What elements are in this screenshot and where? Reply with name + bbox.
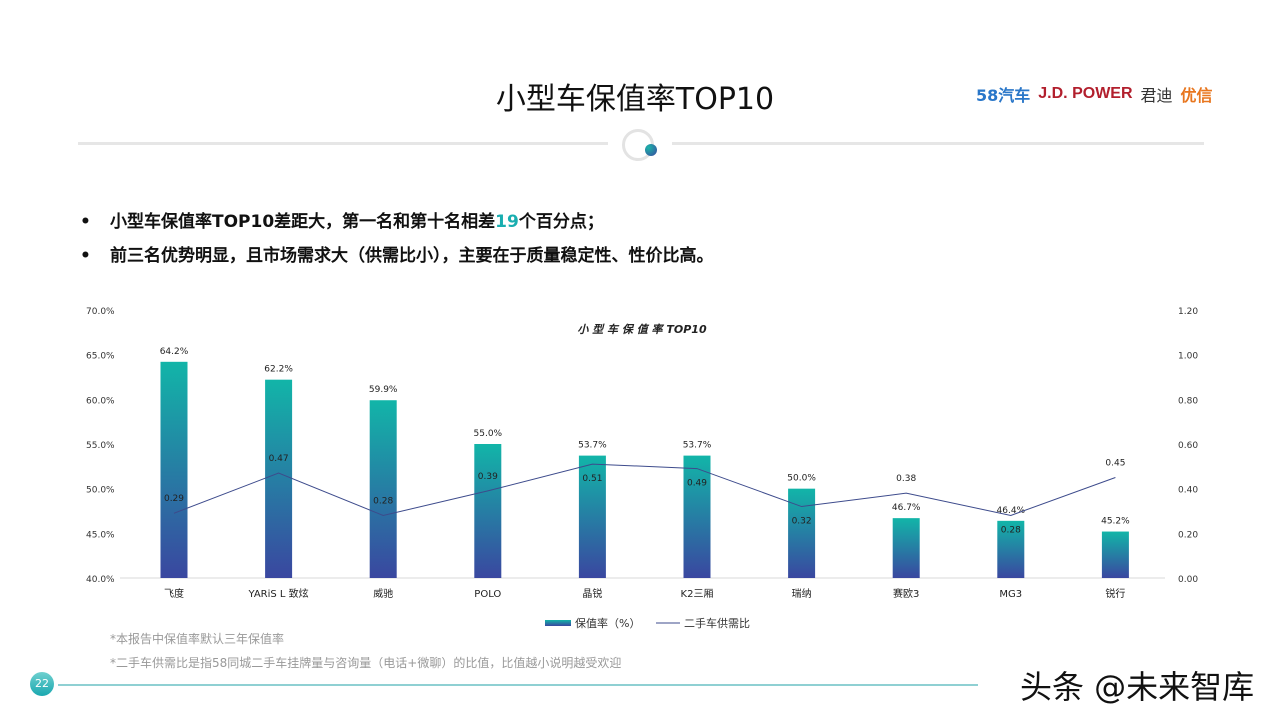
right-axis-tick: 1.00 <box>1178 352 1198 362</box>
logo-58: 58汽车 <box>976 86 1031 105</box>
category-label: 晶锐 <box>582 587 602 600</box>
line-label: 0.28 <box>1001 525 1021 535</box>
divider-right <box>672 142 1204 145</box>
right-axis-tick: 0.20 <box>1178 530 1198 540</box>
bar-label: 46.7% <box>892 503 921 513</box>
bullet-1: • 小型车保值率TOP10差距大，第一名和第十名相差19个百分点； <box>80 212 604 232</box>
bar-5 <box>683 455 711 578</box>
category-label: POLO <box>474 589 501 600</box>
page-title: 小型车保值率TOP10 <box>495 82 775 117</box>
left-axis-tick: 40.0% <box>86 575 115 585</box>
line-label: 0.49 <box>687 479 707 489</box>
bar-0 <box>160 361 188 578</box>
logo-jdpower: J.D. POWER <box>1038 85 1133 102</box>
category-label: 赛欧3 <box>893 587 919 600</box>
bar-label: 62.2% <box>264 365 293 375</box>
left-axis-tick: 60.0% <box>86 396 115 406</box>
dot-ornament-icon <box>645 144 657 156</box>
watermark: 头条 @未来智库 <box>1020 668 1255 706</box>
line-label: 0.39 <box>478 472 498 482</box>
logo-jundi: 君迪 <box>1140 86 1173 105</box>
left-axis-tick: 45.0% <box>86 530 115 540</box>
bullet-2: • 前三名优势明显，且市场需求大（供需比小），主要在于质量稳定性、性价比高。 <box>80 246 714 266</box>
bar-label: 46.4% <box>997 506 1026 516</box>
page-number: 22 <box>30 672 54 696</box>
category-label: 威驰 <box>373 587 393 600</box>
bar-7 <box>892 518 920 578</box>
legend-line-label: 二手车供需比 <box>684 616 750 630</box>
right-axis-tick: 0.00 <box>1178 575 1198 585</box>
bar-1 <box>265 379 293 578</box>
category-label: 飞度 <box>164 587 184 600</box>
supply-demand-line <box>173 463 1116 516</box>
bar-label: 55.0% <box>474 429 503 439</box>
bar-4 <box>578 455 606 578</box>
left-axis-tick: 70.0% <box>86 307 115 317</box>
category-label: K2三厢 <box>681 588 714 600</box>
line-label: 0.47 <box>269 454 289 464</box>
bar-9 <box>1101 531 1129 578</box>
bar-label: 64.2% <box>160 347 189 357</box>
right-axis-tick: 0.60 <box>1178 441 1198 451</box>
line-label: 0.51 <box>582 474 602 484</box>
line-label: 0.45 <box>1105 459 1125 469</box>
chart-title: 小 型 车 保 值 率 TOP10 <box>577 323 707 336</box>
right-axis-tick: 0.80 <box>1178 396 1198 406</box>
category-label: YARiS L 致炫 <box>248 587 309 600</box>
right-axis-tick: 1.20 <box>1178 307 1198 317</box>
line-label: 0.38 <box>896 474 916 484</box>
line-label: 0.29 <box>164 494 184 504</box>
left-axis-tick: 55.0% <box>86 441 115 451</box>
divider-left <box>78 142 608 145</box>
left-axis-tick: 65.0% <box>86 352 115 362</box>
category-label: MG3 <box>999 589 1022 600</box>
bar-label: 53.7% <box>578 441 607 451</box>
left-axis-tick: 50.0% <box>86 486 115 496</box>
right-axis-tick: 0.40 <box>1178 486 1198 496</box>
line-label: 0.28 <box>373 496 393 506</box>
category-label: 瑞纳 <box>792 587 812 600</box>
line-label: 0.32 <box>792 517 812 527</box>
bar-label: 53.7% <box>683 441 712 451</box>
partner-logos: 58汽车 J.D. POWER 君迪 优信 <box>976 82 1213 106</box>
note-2: *二手车供需比是指58同城二手车挂牌量与咨询量（电话+微聊）的比值，比值越小说明… <box>110 656 622 670</box>
legend-bar-label: 保值率（%） <box>575 616 640 630</box>
logo-youxin: 优信 <box>1180 86 1213 105</box>
note-1: *本报告中保值率默认三年保值率 <box>110 632 285 646</box>
legend-bar-swatch <box>545 620 571 626</box>
footer-line <box>58 684 978 686</box>
bar-label: 50.0% <box>787 474 816 484</box>
bar-label: 59.9% <box>369 385 398 395</box>
bar-3 <box>474 444 502 578</box>
bar-2 <box>369 400 397 578</box>
bar-label: 45.2% <box>1101 517 1130 527</box>
category-label: 锐行 <box>1105 587 1125 600</box>
bar-6 <box>788 488 816 578</box>
bar-8 <box>997 520 1025 578</box>
